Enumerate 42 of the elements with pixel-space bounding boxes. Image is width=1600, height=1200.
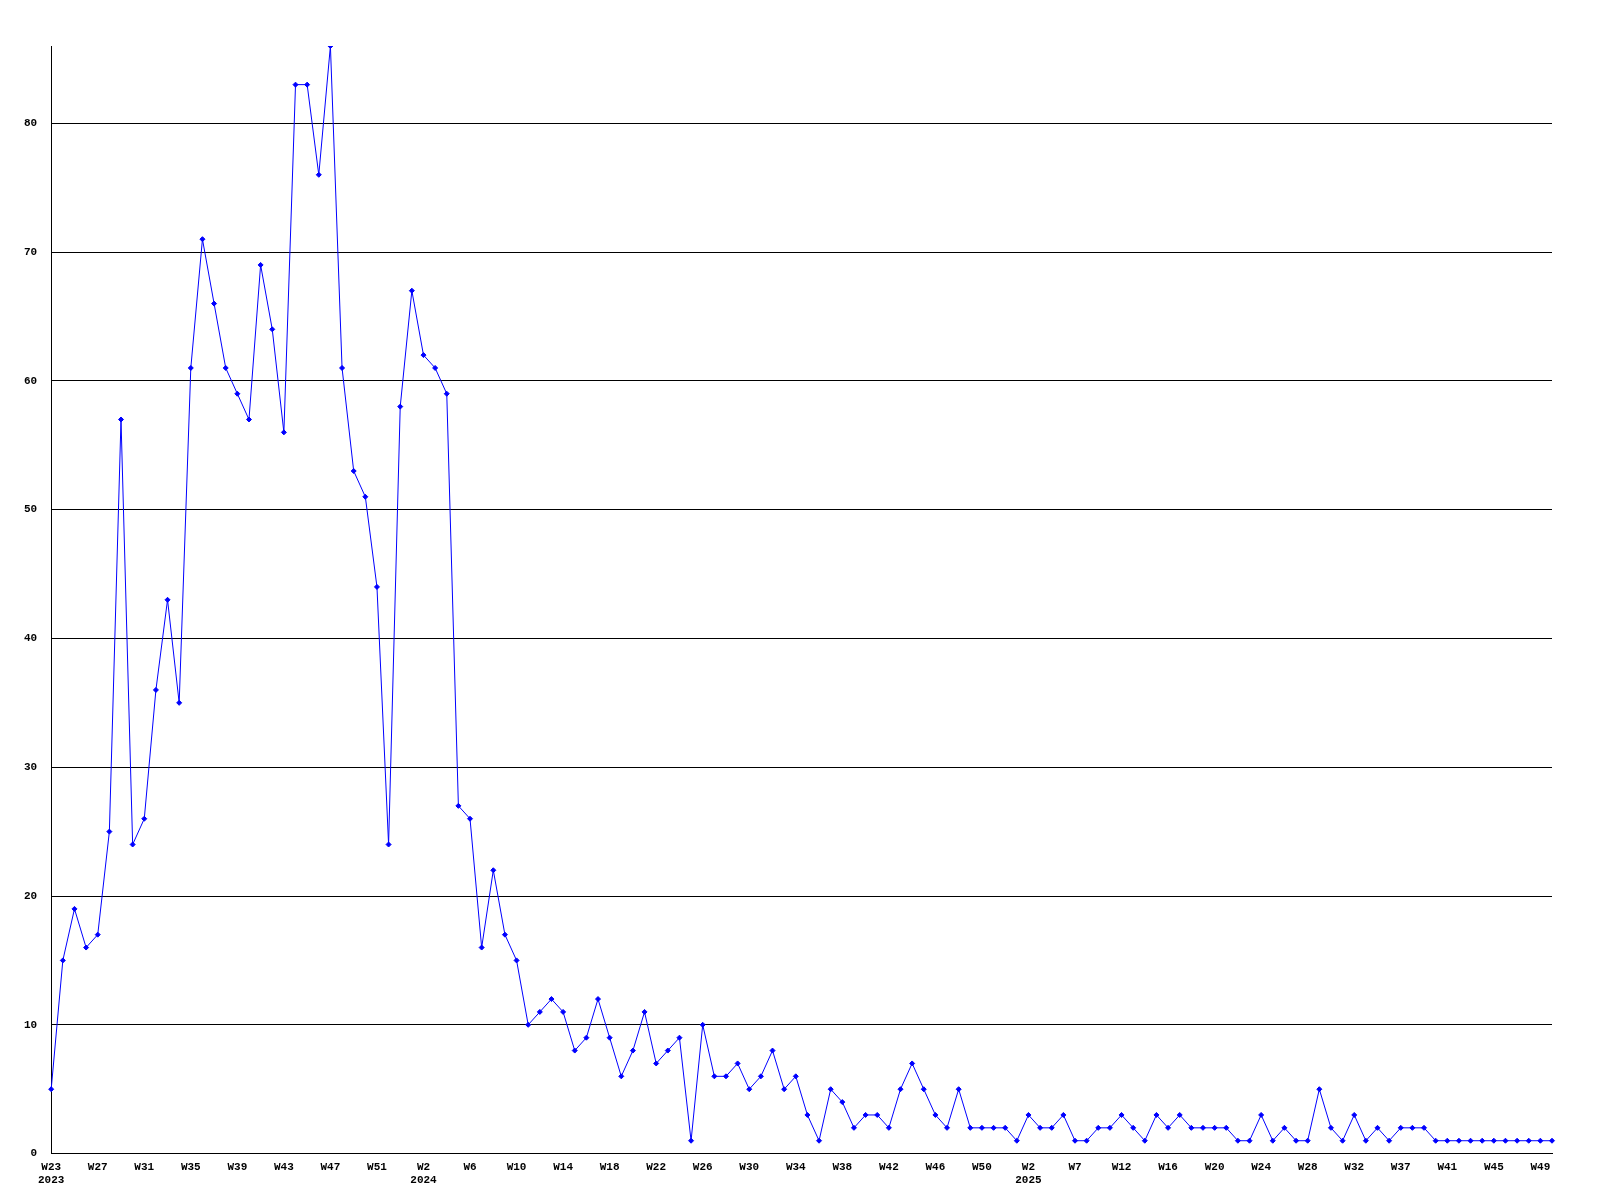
x-tick-label: W12 <box>1111 1160 1132 1173</box>
y-tick-label: 60 <box>24 374 38 387</box>
y-tick-label: 0 <box>30 1147 38 1160</box>
x-tick-label: W2 2025 <box>1015 1160 1043 1187</box>
y-tick-label: 50 <box>24 503 38 516</box>
x-tick-label: W37 <box>1390 1160 1411 1173</box>
x-tick-label: W42 <box>878 1160 899 1173</box>
y-tick-label: 80 <box>24 117 38 130</box>
x-tick-label: W22 <box>646 1160 667 1173</box>
x-tick-label: W27 <box>87 1160 108 1173</box>
x-tick-label: W7 <box>1068 1160 1082 1173</box>
x-tick-label: W23 2023 <box>38 1160 65 1187</box>
x-tick-label: W45 <box>1483 1160 1505 1173</box>
x-tick-label: W41 <box>1437 1160 1458 1173</box>
x-tick-label: W47 <box>320 1160 341 1173</box>
y-tick-label: 40 <box>24 632 38 645</box>
x-tick-label: W38 <box>832 1160 853 1173</box>
x-tick-label: W18 <box>599 1160 620 1173</box>
x-tick-label: W16 <box>1158 1160 1178 1173</box>
x-tick-label: W43 <box>273 1160 295 1173</box>
x-tick-label: W24 <box>1251 1160 1272 1173</box>
x-tick-label: W50 <box>972 1160 992 1173</box>
x-tick-label: W46 <box>925 1160 946 1173</box>
y-tick-label: 20 <box>24 889 38 902</box>
x-tick-label: W20 <box>1204 1160 1225 1173</box>
x-tick-label: W31 <box>134 1160 155 1173</box>
x-tick-label: W28 <box>1297 1160 1318 1173</box>
x-tick-label: W32 <box>1344 1160 1365 1173</box>
x-tick-label: W35 <box>180 1160 202 1173</box>
x-tick-label: W2 2024 <box>410 1160 438 1187</box>
x-tick-label: W51 <box>367 1160 388 1173</box>
y-tick-label: 10 <box>24 1018 38 1031</box>
x-tick-label: W6 <box>463 1160 477 1173</box>
x-tick-label: W39 <box>227 1160 248 1173</box>
x-tick-label: W14 <box>553 1160 574 1173</box>
x-tick-label: W26 <box>692 1160 713 1173</box>
y-tick-label: 30 <box>24 760 38 773</box>
x-tick-label: W49 <box>1530 1160 1551 1173</box>
y-tick-label: 70 <box>24 245 38 258</box>
x-tick-label: W30 <box>739 1160 760 1173</box>
x-tick-label: W10 <box>506 1160 527 1173</box>
x-tick-label: W34 <box>785 1160 807 1173</box>
